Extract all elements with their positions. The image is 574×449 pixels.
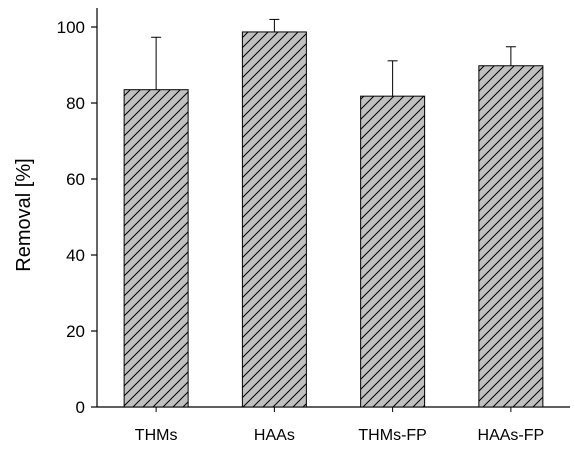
- y-tick-label: 60: [66, 170, 85, 189]
- bar-haas-fp: [478, 65, 544, 408]
- bar-thms: [123, 89, 189, 408]
- x-tick-label: HAAs: [254, 427, 295, 444]
- bar-haas: [241, 31, 307, 408]
- plot-area: 0 20 40 60 80 100 THMs HAAs THMs-FP HAAs-FP: [57, 8, 570, 444]
- y-tick-label: 80: [66, 94, 85, 113]
- y-axis-title: Removal [%]: [13, 158, 35, 271]
- y-tick-label: 100: [57, 18, 85, 37]
- bar-thms-fp: [360, 95, 426, 408]
- x-tick-label: HAAs-FP: [478, 427, 545, 444]
- x-tick-label: THMs: [135, 427, 178, 444]
- x-tick-label: THMs-FP: [358, 427, 426, 444]
- y-tick-label: 40: [66, 246, 85, 265]
- y-tick-label: 20: [66, 322, 85, 341]
- y-tick-label: 0: [76, 398, 85, 417]
